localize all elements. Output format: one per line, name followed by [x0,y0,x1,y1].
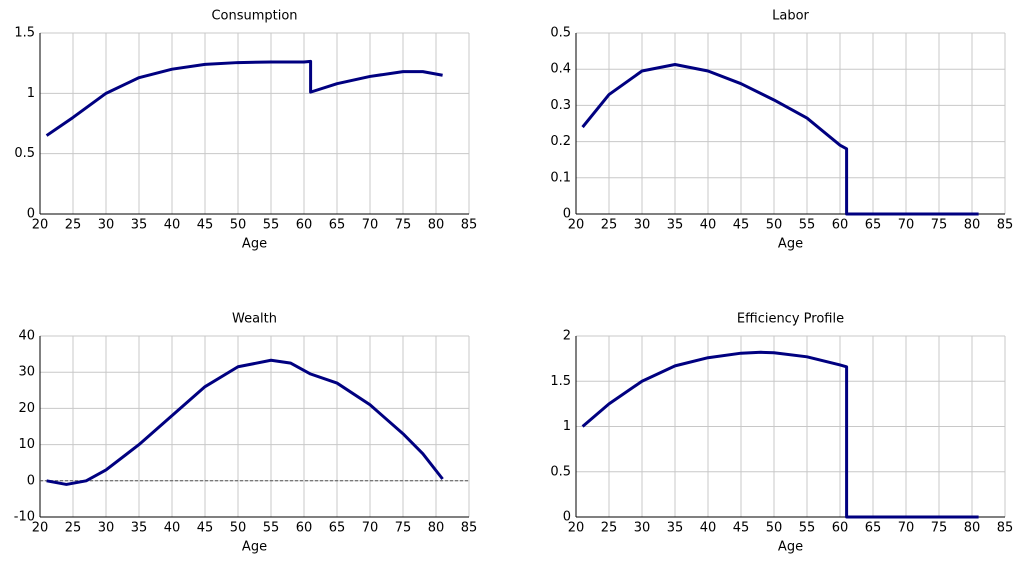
y-tick-label: 1 [27,86,35,101]
x-tick-label: 35 [131,218,148,233]
y-tick-label: 0 [563,510,571,525]
x-tick-label: 60 [296,218,313,233]
x-tick-label: 80 [428,521,445,536]
chart-title: Efficiency Profile [737,312,844,327]
x-tick-label: 60 [296,521,313,536]
x-axis-label: Age [242,237,267,252]
chart-title: Labor [772,9,809,24]
y-tick-label: 1 [563,419,571,434]
x-tick-label: 30 [634,521,651,536]
y-tick-label: 30 [18,365,35,380]
x-tick-label: 20 [32,218,49,233]
x-tick-label: 25 [65,521,82,536]
x-tick-label: 20 [32,521,49,536]
x-tick-label: 55 [263,218,280,233]
y-tick-label: 0.3 [550,98,571,113]
x-tick-label: 50 [230,521,247,536]
x-tick-label: 80 [964,521,981,536]
x-tick-label: 25 [601,521,618,536]
y-tick-label: 0.1 [550,170,571,185]
x-axis-label: Age [778,237,803,252]
y-tick-label: 0 [27,473,35,488]
x-tick-label: 75 [395,218,412,233]
y-tick-label: 0.4 [550,62,571,77]
data-line [45,59,443,137]
x-tick-label: 85 [997,521,1014,536]
x-tick-label: 85 [461,218,478,233]
y-tick-label: 0.5 [550,26,571,41]
chart-title: Consumption [211,9,297,24]
chart-title: Wealth [232,312,277,327]
x-tick-label: 45 [733,218,750,233]
x-tick-label: 40 [700,218,717,233]
x-tick-label: 65 [329,521,346,536]
x-tick-label: 50 [766,521,783,536]
y-tick-label: 0.5 [14,146,35,161]
x-tick-label: 75 [395,521,412,536]
x-tick-label: 30 [98,521,115,536]
x-tick-label: 55 [799,521,816,536]
data-line [46,358,444,486]
x-tick-label: 20 [568,521,585,536]
x-tick-label: 60 [832,521,849,536]
x-tick-label: 35 [667,521,684,536]
y-tick-label: 1.5 [14,26,35,41]
x-tick-label: 35 [667,218,684,233]
x-tick-label: 50 [230,218,247,233]
x-tick-label: 25 [601,218,618,233]
x-tick-label: 70 [362,218,379,233]
x-tick-label: 55 [799,218,816,233]
x-tick-label: 40 [164,521,181,536]
x-tick-label: 80 [428,218,445,233]
x-tick-label: 50 [766,218,783,233]
x-tick-label: 40 [164,218,181,233]
y-tick-label: 10 [18,437,35,452]
x-tick-label: 25 [65,218,82,233]
y-tick-label: -10 [14,510,35,525]
x-tick-label: 30 [98,218,115,233]
x-tick-label: 85 [461,521,478,536]
x-tick-label: 65 [865,521,882,536]
y-tick-label: 1.5 [550,374,571,389]
x-tick-label: 70 [898,218,915,233]
y-tick-label: 2 [563,329,571,344]
x-tick-label: 40 [700,521,717,536]
x-tick-label: 30 [634,218,651,233]
x-tick-label: 65 [329,218,346,233]
x-axis-label: Age [778,540,803,555]
y-tick-label: 0.2 [550,134,571,149]
x-tick-label: 70 [362,521,379,536]
x-tick-label: 75 [931,521,948,536]
x-tick-label: 80 [964,218,981,233]
data-line [581,350,979,519]
x-tick-label: 45 [197,218,214,233]
x-tick-label: 85 [997,218,1014,233]
x-tick-label: 45 [197,521,214,536]
y-tick-label: 0 [27,207,35,222]
x-tick-label: 45 [733,521,750,536]
y-tick-label: 0 [563,207,571,222]
x-tick-label: 55 [263,521,280,536]
x-tick-label: 70 [898,521,915,536]
x-axis-label: Age [242,540,267,555]
data-line [581,62,979,216]
y-tick-label: 0.5 [550,464,571,479]
x-tick-label: 65 [865,218,882,233]
x-tick-label: 35 [131,521,148,536]
y-tick-label: 40 [18,329,35,344]
y-tick-label: 20 [18,401,35,416]
x-tick-label: 75 [931,218,948,233]
x-tick-label: 60 [832,218,849,233]
x-tick-label: 20 [568,218,585,233]
